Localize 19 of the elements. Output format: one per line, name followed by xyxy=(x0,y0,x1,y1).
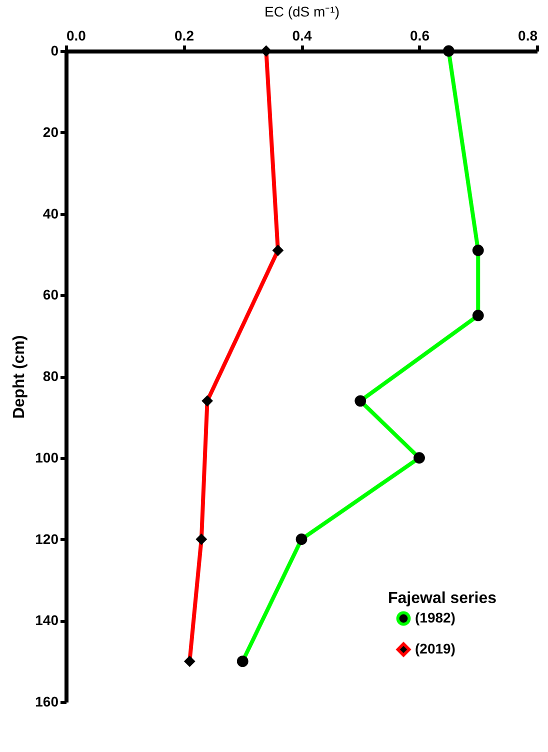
y-tick-label: 100 xyxy=(35,449,59,466)
legend-label: (1982) xyxy=(415,610,456,626)
x-tick-label: 0.4 xyxy=(292,28,312,44)
y-tick-label: 80 xyxy=(42,368,59,384)
x-axis-title: EC (dS m⁻¹) xyxy=(264,4,340,20)
y-tick-label: 160 xyxy=(35,694,59,710)
y-tick-label: 20 xyxy=(42,124,59,140)
x-tick-label: 0.6 xyxy=(410,28,430,44)
y-tick-label: 60 xyxy=(42,286,59,303)
x-tick-label: 0.2 xyxy=(174,28,194,44)
y-axis-title: Depht (cm) xyxy=(11,335,28,419)
legend-label: (2019) xyxy=(415,640,456,656)
y-tick-label: 120 xyxy=(35,530,59,547)
legend-title: Fajewal series xyxy=(388,590,497,607)
y-tick-label: 0 xyxy=(50,42,59,58)
y-tick-label: 140 xyxy=(35,612,59,628)
y-tick-label: 40 xyxy=(42,205,59,222)
x-tick-label: 0.0 xyxy=(66,28,86,44)
x-tick-label: 0.8 xyxy=(518,28,538,44)
